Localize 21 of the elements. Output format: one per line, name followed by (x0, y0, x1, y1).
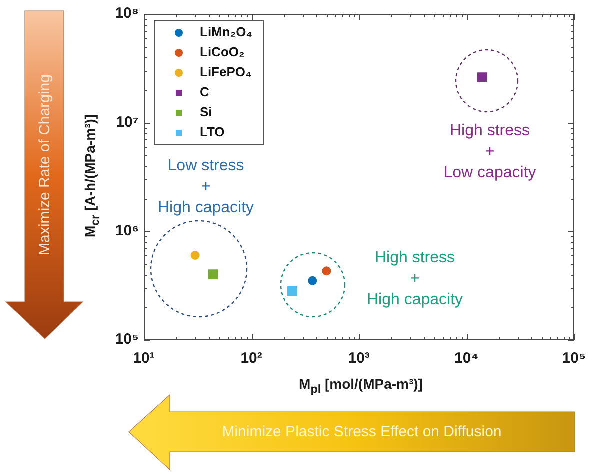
legend-label: LiCoO₂ (200, 44, 245, 60)
x-tick-label: 10⁵ (562, 350, 586, 368)
y-tick-label: 10⁵ (115, 331, 139, 348)
y-tick-label: 10⁷ (116, 114, 139, 131)
legend-label: Si (200, 104, 212, 120)
annotation: High stress + High capacity (366, 249, 464, 308)
x-tick-label: 10⁴ (454, 350, 479, 368)
legend-label: LiMn₂O₄ (200, 24, 252, 40)
annotation: Low stress + High capacity (158, 157, 254, 216)
y-tick-label: 10⁶ (115, 222, 139, 240)
legend-label: LTO (200, 124, 225, 140)
legend-label: LiFePO₄ (200, 64, 252, 80)
legend-label: C (200, 84, 210, 100)
x-tick-label: 10² (240, 350, 262, 368)
y-tick-label: 10⁸ (115, 5, 139, 22)
text: Minimize Plastic Stress Effect on Diffusion (222, 424, 502, 440)
text: Maximize Rate of Charging (36, 74, 54, 256)
x-tick-label: 10³ (348, 350, 370, 368)
x-axis-title: M$_{pl}$ [mol/(MPa-m³)] (299, 376, 423, 396)
x-tick-label: 10¹ (133, 350, 155, 368)
annotation: High stress + Low capacity (444, 122, 536, 182)
